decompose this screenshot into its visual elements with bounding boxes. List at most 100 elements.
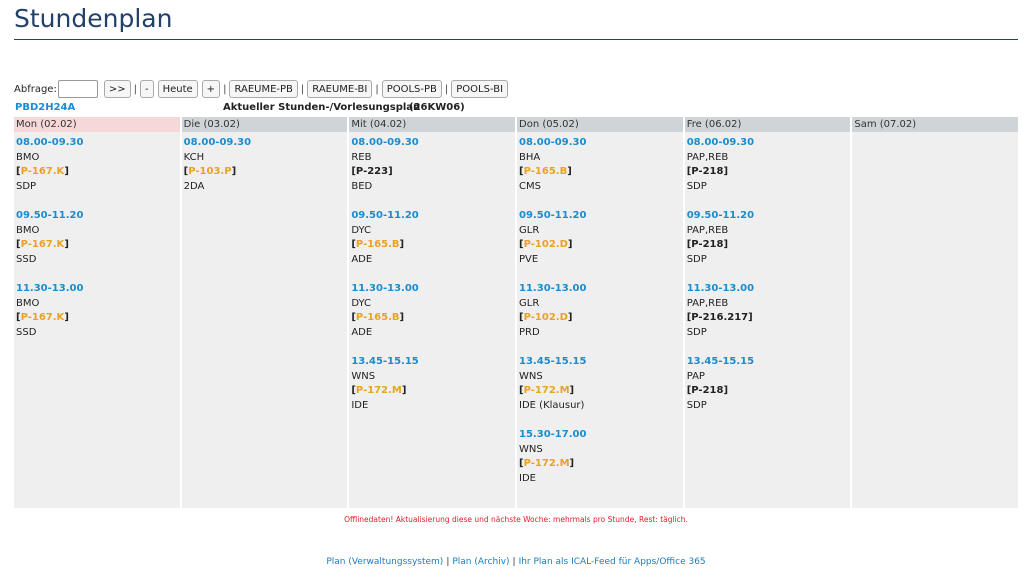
- lesson-subject: SDP: [686, 399, 707, 411]
- query-input[interactable]: [57, 80, 98, 98]
- lesson-room: [P-172.M]: [519, 384, 681, 399]
- room-number: P-172.M: [523, 458, 570, 469]
- room-bracket-close: ]: [64, 239, 69, 250]
- room-bracket-open: [: [351, 385, 356, 396]
- lesson-time: 08.00-09.30: [16, 137, 84, 148]
- page-title: Stundenplan: [14, 4, 173, 33]
- query-label: Abfrage:: [14, 83, 57, 95]
- room-number: P-216.217: [691, 312, 749, 323]
- lesson-teacher: BMO: [16, 224, 40, 236]
- lesson-time: 15.30-17.00: [519, 429, 587, 440]
- lesson-entry[interactable]: 13.45-15.15 PAP [P-218] SDP: [687, 355, 849, 413]
- lesson-room: [P-172.M]: [351, 384, 513, 399]
- lesson-subject: PRD: [519, 326, 540, 338]
- lesson-entry[interactable]: 09.50-11.20 DYC [P-165.B] ADE: [351, 209, 513, 267]
- lesson-subject: IDE: [351, 399, 369, 411]
- room-number: P-223: [355, 166, 389, 177]
- rooms-bi-button[interactable]: RAEUME-BI: [307, 80, 373, 98]
- lesson-room: [P-102.D]: [519, 311, 681, 326]
- room-bracket-open: [: [519, 458, 524, 469]
- room-bracket-close: ]: [569, 385, 575, 396]
- lesson-subject: 2DA: [183, 180, 205, 192]
- lesson-entry[interactable]: 09.50-11.20 PAP,REB [P-218] SDP: [687, 209, 849, 267]
- room-bracket-close: ]: [567, 166, 572, 177]
- lesson-subject: IDE (Klausur): [519, 399, 585, 411]
- room-bracket-open: [: [519, 385, 524, 396]
- room-bracket-close: ]: [388, 166, 393, 177]
- lesson-room: [P-102.D]: [519, 238, 681, 253]
- room-bracket-open: [: [519, 166, 524, 177]
- pools-bi-button[interactable]: POOLS-BI: [451, 80, 509, 98]
- plus-button[interactable]: +: [201, 80, 221, 98]
- timetable-grid: Mon (02.02) 08.00-09.30 BMO [P-167.K] SDP 09.…: [14, 117, 1019, 508]
- room-bracket-open: [: [686, 385, 692, 396]
- day-header: Fre (06.02): [684, 117, 851, 132]
- lesson-room: [P-167.K]: [16, 311, 178, 326]
- day-column: Fre (06.02) 08.00-09.30 PAP,REB [P-218] SDP 0…: [684, 117, 851, 508]
- week-label: (26KW06): [409, 102, 465, 113]
- lesson-room: [P-218]: [687, 384, 849, 399]
- rooms-pb-button[interactable]: RAEUME-PB: [229, 80, 298, 98]
- room-number: P-165.B: [355, 239, 400, 250]
- room-number: P-172.M: [355, 385, 402, 396]
- day-body: 08.00-09.30 PAP,REB [P-218] SDP 09.50-11.20 P…: [685, 132, 851, 428]
- lesson-entry[interactable]: 11.30-13.00 PAP,REB [P-216.217] SDP: [687, 282, 849, 340]
- next-week-button[interactable]: >>: [103, 80, 131, 98]
- lesson-teacher: GLR: [519, 297, 540, 309]
- toolbar-separator: |: [375, 83, 379, 95]
- footer-link[interactable]: Plan (Archiv): [452, 557, 510, 567]
- room-number: P-167.K: [20, 166, 65, 177]
- day-header: Sam (07.02): [852, 117, 1019, 132]
- lesson-room: [P-167.K]: [16, 238, 178, 253]
- plan-heading: Aktueller Stunden-/Vorlesungsplan: [223, 102, 421, 113]
- plan-info: PBD2H24A Aktueller Stunden-/Vorlesungspl…: [14, 102, 1018, 116]
- room-number: P-102.D: [523, 312, 568, 323]
- room-bracket-close: ]: [723, 385, 729, 396]
- lesson-entry[interactable]: 08.00-09.30 REB [P-223] BED: [351, 136, 513, 194]
- footer-link[interactable]: Plan (Verwaltungssystem): [326, 557, 444, 567]
- day-header: Mon (02.02): [14, 117, 180, 132]
- lesson-time: 11.30-13.00: [16, 283, 84, 294]
- lesson-entry[interactable]: 08.00-09.30 KCH [P-103.P] 2DA: [184, 136, 346, 194]
- lesson-time: 08.00-09.30: [686, 137, 755, 148]
- lesson-entry[interactable]: 15.30-17.00 WNS [P-172.M] IDE: [519, 428, 681, 486]
- lesson-time: 11.30-13.00: [686, 283, 755, 294]
- room-number: P-167.K: [20, 312, 65, 323]
- lesson-subject: IDE: [519, 472, 536, 484]
- room-bracket-open: [: [16, 166, 21, 177]
- footer-link[interactable]: Ihr Plan als ICAL-Feed für Apps/Office 3…: [518, 557, 706, 567]
- lesson-subject: SDP: [686, 253, 707, 265]
- lesson-teacher: BMO: [16, 297, 40, 309]
- lesson-room: [P-218]: [687, 165, 849, 180]
- room-bracket-close: ]: [723, 166, 729, 177]
- lesson-entry[interactable]: 13.45-15.15 WNS [P-172.M] IDE (Klausur): [519, 355, 681, 413]
- lesson-entry[interactable]: 08.00-09.30 PAP,REB [P-218] SDP: [687, 136, 849, 194]
- lesson-entry[interactable]: 09.50-11.20 GLR [P-102.D] PVE: [519, 209, 681, 267]
- day-body: 08.00-09.30 REB [P-223] BED 09.50-11.20 DYC [P…: [349, 132, 515, 428]
- lesson-time: 09.50-11.20: [16, 210, 84, 221]
- lesson-entry[interactable]: 08.00-09.30 BHA [P-165.B] CMS: [519, 136, 681, 194]
- pools-pb-button[interactable]: POOLS-PB: [381, 80, 442, 98]
- lesson-entry[interactable]: 11.30-13.00 BMO [P-167.K] SSD: [16, 282, 178, 340]
- today-button[interactable]: Heute: [157, 80, 198, 98]
- toolbar-separator: |: [133, 83, 137, 95]
- lesson-teacher: BMO: [16, 151, 40, 163]
- day-column: Sam (07.02): [852, 117, 1019, 508]
- lesson-entry[interactable]: 11.30-13.00 DYC [P-165.B] ADE: [351, 282, 513, 340]
- lesson-room: [P-218]: [687, 238, 849, 253]
- lesson-entry[interactable]: 08.00-09.30 BMO [P-167.K] SDP: [16, 136, 178, 194]
- lesson-time: 13.45-15.15: [519, 356, 587, 367]
- room-bracket-open: [: [686, 239, 692, 250]
- lesson-entry[interactable]: 13.45-15.15 WNS [P-172.M] IDE: [351, 355, 513, 413]
- room-bracket-open: [: [686, 166, 692, 177]
- room-number: P-103.P: [188, 166, 232, 177]
- minus-button[interactable]: -: [139, 80, 154, 98]
- day-body: [852, 132, 1018, 136]
- lesson-subject: ADE: [351, 253, 373, 265]
- room-bracket-close: ]: [723, 239, 729, 250]
- lesson-entry[interactable]: 11.30-13.00 GLR [P-102.D] PRD: [519, 282, 681, 340]
- lesson-time: 09.50-11.20: [519, 210, 587, 221]
- room-bracket-open: [: [351, 239, 356, 250]
- lesson-time: 13.45-15.15: [351, 356, 419, 367]
- lesson-entry[interactable]: 09.50-11.20 BMO [P-167.K] SSD: [16, 209, 178, 267]
